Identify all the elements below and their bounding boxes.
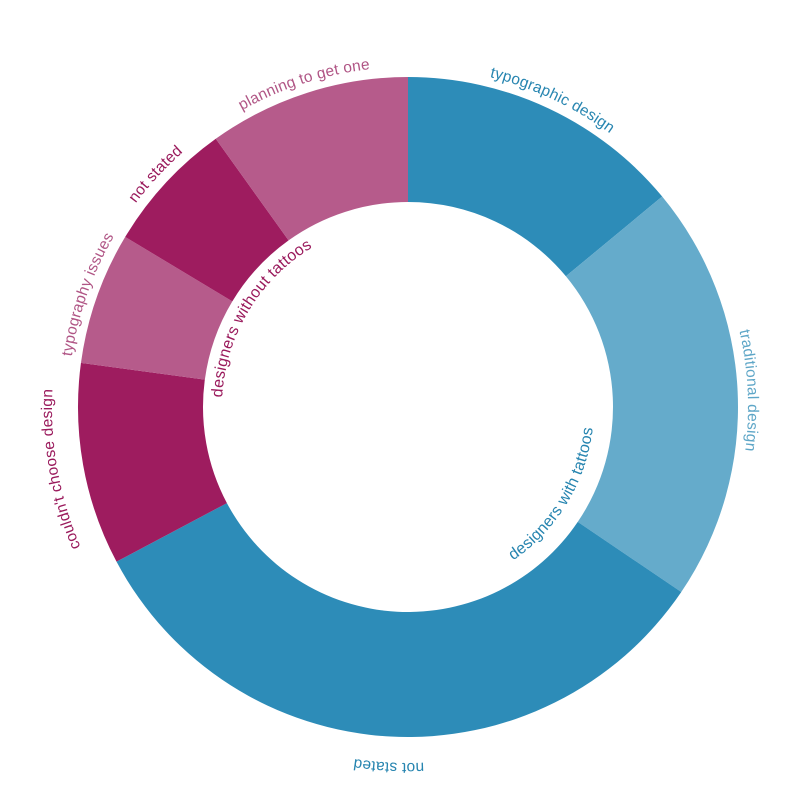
- segment-label-couldn-t-choose-design: couldn't choose design: [39, 389, 84, 552]
- segment-label-traditional-design: traditional design: [735, 328, 761, 453]
- segment-label-not-stated: not stated: [352, 755, 424, 776]
- slice-designers-with-tattoos-not-stated: [116, 503, 682, 737]
- slice-designers-without-tattoos-typography-issues: [80, 236, 233, 380]
- slice-designers-without-tattoos-planning-to-get-one: [215, 77, 408, 241]
- slice-designers-without-tattoos-couldn-t-choose-design: [77, 362, 227, 562]
- slice-designers-without-tattoos-not-stated: [125, 138, 289, 302]
- slice-designers-with-tattoos-typographic-design: [408, 77, 663, 277]
- donut-slices: [77, 77, 738, 737]
- slice-designers-with-tattoos-traditional-design: [565, 196, 738, 592]
